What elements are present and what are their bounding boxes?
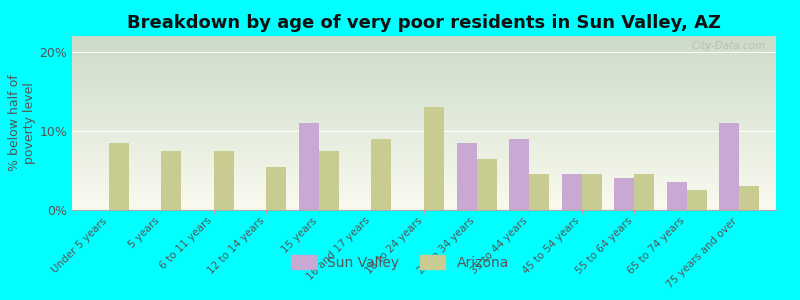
Bar — [457, 143, 477, 210]
Bar — [214, 151, 234, 210]
Bar — [371, 139, 391, 210]
Bar — [266, 167, 286, 210]
Bar — [562, 174, 582, 210]
Bar — [719, 123, 739, 210]
Bar — [529, 174, 549, 210]
Bar — [614, 178, 634, 210]
Text: City-Data.com: City-Data.com — [691, 41, 766, 51]
Bar — [739, 186, 759, 210]
Bar — [109, 143, 129, 210]
Bar — [582, 174, 602, 210]
Bar — [634, 174, 654, 210]
Y-axis label: % below half of
poverty level: % below half of poverty level — [9, 75, 37, 171]
Bar — [686, 190, 706, 210]
Bar — [666, 182, 686, 210]
Bar — [424, 107, 444, 210]
Bar — [319, 151, 339, 210]
Legend: Sun Valley, Arizona: Sun Valley, Arizona — [286, 249, 514, 275]
Bar — [162, 151, 182, 210]
Bar — [509, 139, 529, 210]
Bar — [299, 123, 319, 210]
Bar — [477, 159, 497, 210]
Title: Breakdown by age of very poor residents in Sun Valley, AZ: Breakdown by age of very poor residents … — [127, 14, 721, 32]
